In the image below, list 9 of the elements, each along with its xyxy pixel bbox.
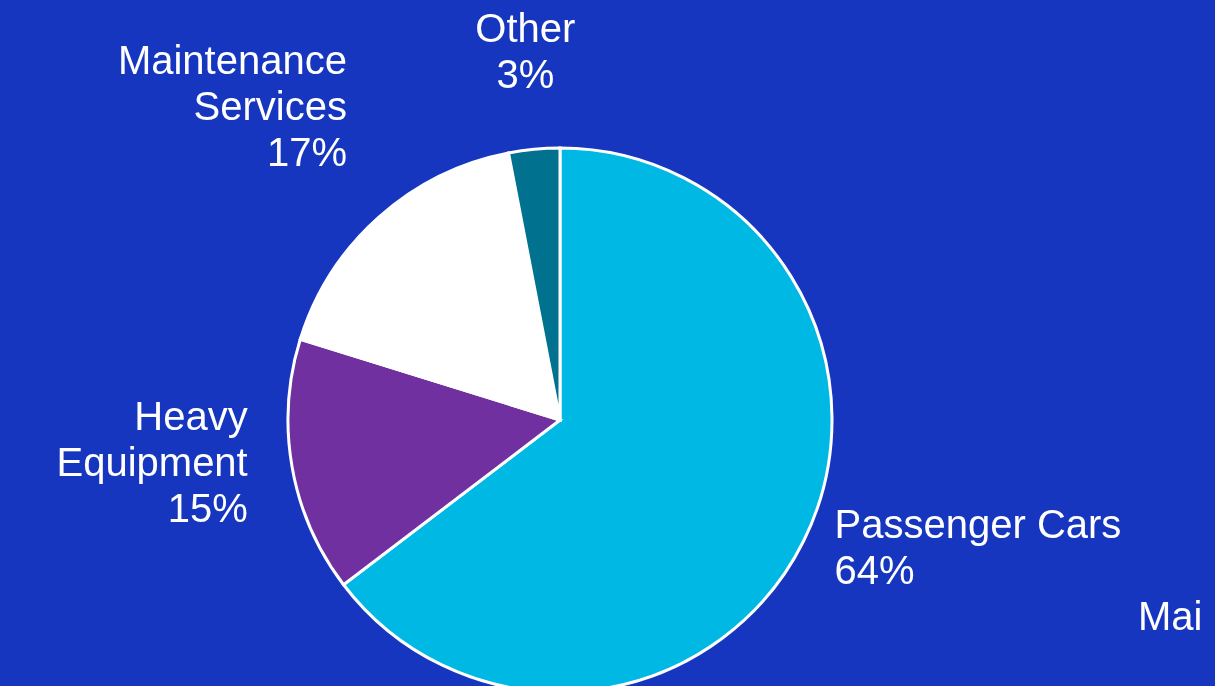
data-label: 15% [167, 486, 248, 531]
slice-label: Passenger Cars [834, 501, 1122, 546]
data-label: 17% [266, 130, 347, 175]
data-label: 3% [496, 52, 555, 97]
data-label: 64% [834, 547, 915, 592]
slice-label: Heavy Equipment [56, 394, 248, 485]
slice-label: Maintenance Services [117, 38, 347, 129]
slice-label: Other [475, 6, 576, 51]
text: Mai [1138, 594, 1203, 638]
